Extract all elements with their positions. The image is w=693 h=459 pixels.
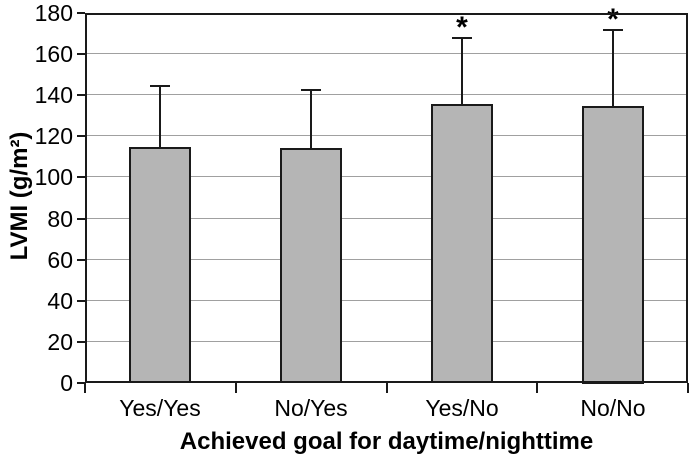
x-category-label: No/Yes: [274, 395, 348, 421]
gridline: [85, 53, 688, 54]
y-tick-label: 120: [34, 123, 73, 149]
error-bar: [310, 90, 312, 150]
error-bar: [159, 86, 161, 149]
y-tick-label: 60: [47, 247, 73, 273]
y-tick-label: 100: [34, 164, 73, 190]
y-axis-tick: [77, 341, 85, 343]
y-axis-tick: [77, 259, 85, 261]
significance-star: *: [456, 11, 468, 44]
bar: [129, 147, 191, 383]
bar: [431, 104, 493, 383]
y-tick-label: 80: [47, 206, 73, 232]
x-axis-tick: [687, 383, 689, 393]
y-axis-tick: [77, 12, 85, 14]
x-category-label: Yes/No: [425, 395, 499, 421]
y-axis-tick: [77, 176, 85, 178]
y-axis-tick: [77, 53, 85, 55]
x-axis-tick: [536, 383, 538, 393]
y-axis-tick: [77, 135, 85, 137]
y-axis-tick: [77, 382, 85, 384]
x-axis-title: Achieved goal for daytime/nighttime: [179, 428, 594, 455]
bar: [280, 148, 342, 383]
y-axis-tick: [77, 218, 85, 220]
gridline: [85, 300, 688, 301]
gridline: [85, 135, 688, 136]
significance-star: *: [607, 3, 619, 36]
error-cap: [150, 85, 170, 87]
y-axis-title: LVMI (g/m²): [6, 131, 33, 261]
x-axis-tick: [386, 383, 388, 393]
y-tick-label: 40: [47, 288, 73, 314]
y-axis-tick: [77, 94, 85, 96]
error-cap: [603, 29, 623, 31]
y-tick-label: 0: [60, 370, 73, 396]
error-cap: [452, 37, 472, 39]
error-cap: [301, 89, 321, 91]
gridline: [85, 218, 688, 219]
gridline: [85, 94, 688, 95]
error-bar: [612, 30, 614, 107]
plot-border: [85, 13, 688, 383]
x-axis-tick: [84, 383, 86, 393]
error-bar: [461, 38, 463, 107]
gridline: [85, 259, 688, 260]
y-tick-label: 180: [34, 0, 73, 26]
gridline: [85, 341, 688, 342]
y-tick-label: 160: [34, 41, 73, 67]
x-category-label: Yes/Yes: [119, 395, 201, 421]
x-axis-tick: [235, 383, 237, 393]
y-tick-label: 20: [47, 329, 73, 355]
y-tick-label: 140: [34, 82, 73, 108]
x-category-label: No/No: [580, 395, 646, 421]
bar: [582, 106, 644, 384]
y-axis-tick: [77, 300, 85, 302]
gridline: [85, 176, 688, 177]
